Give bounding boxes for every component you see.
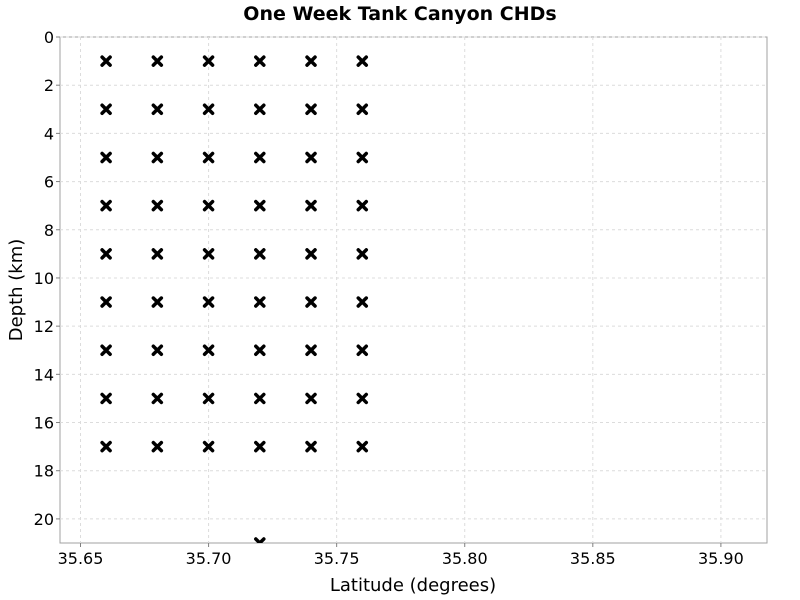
data-point <box>254 248 266 260</box>
data-point <box>151 151 164 164</box>
data-point <box>151 296 164 308</box>
y-axis-tick-labels: 0 2 4 6 8 10 12 14 16 18 20 <box>34 28 54 529</box>
y-tick-label: 20 <box>34 510 54 529</box>
y-tick-label: 18 <box>34 462 54 481</box>
data-point <box>305 296 317 308</box>
data-point <box>305 248 317 260</box>
data-point <box>202 103 215 116</box>
data-point <box>151 199 164 212</box>
y-tick-label: 16 <box>34 414 54 433</box>
axis-ticks <box>56 36 722 547</box>
data-point <box>151 440 164 453</box>
data-point <box>305 151 317 164</box>
data-point <box>100 199 112 212</box>
y-tick-label: 10 <box>34 269 54 288</box>
data-point <box>202 248 215 260</box>
data-point <box>254 296 266 308</box>
data-point <box>151 103 164 116</box>
data-point <box>100 151 112 164</box>
data-point <box>202 55 215 67</box>
data-point <box>254 392 266 405</box>
data-point <box>305 103 317 116</box>
y-axis-label: Depth (km) <box>6 239 27 342</box>
data-point <box>356 199 369 212</box>
data-point <box>151 344 164 356</box>
grid-lines <box>60 36 767 543</box>
y-tick-label: 2 <box>44 76 54 95</box>
data-point <box>254 537 266 543</box>
data-point <box>305 199 317 212</box>
data-point <box>254 344 266 356</box>
y-tick-label: 6 <box>44 173 54 192</box>
x-axis-label: Latitude (degrees) <box>330 575 496 596</box>
x-axis-tick-labels: 35.65 35.70 35.75 35.80 35.85 35.90 <box>58 549 744 568</box>
data-point <box>356 392 369 405</box>
data-point <box>356 248 369 260</box>
data-point <box>305 392 317 405</box>
data-point <box>254 199 266 212</box>
x-tick-label: 35.65 <box>58 549 104 568</box>
data-point <box>202 392 215 405</box>
data-point <box>254 151 266 164</box>
data-point <box>100 103 112 116</box>
data-point <box>356 296 369 308</box>
data-point <box>356 440 369 453</box>
data-point <box>151 55 164 67</box>
data-point <box>356 344 369 356</box>
chart-title: One Week Tank Canyon CHDs <box>243 3 556 25</box>
data-point <box>202 440 215 453</box>
data-point <box>100 440 112 453</box>
data-point <box>202 199 215 212</box>
data-point <box>305 440 317 453</box>
data-point <box>100 344 112 356</box>
x-tick-label: 35.80 <box>442 549 488 568</box>
data-point <box>100 296 112 308</box>
data-point <box>100 248 112 260</box>
y-tick-label: 12 <box>34 317 54 336</box>
x-tick-label: 35.70 <box>186 549 232 568</box>
y-tick-label: 8 <box>44 221 54 240</box>
data-points <box>100 55 369 543</box>
x-tick-label: 35.90 <box>698 549 744 568</box>
data-point <box>202 296 215 308</box>
data-point <box>254 55 266 67</box>
data-point <box>356 151 369 164</box>
data-point <box>151 392 164 405</box>
y-tick-label: 0 <box>44 28 54 47</box>
data-point <box>202 151 215 164</box>
plot-area <box>59 36 768 544</box>
data-point <box>100 392 112 405</box>
y-tick-label: 14 <box>34 365 54 384</box>
data-point <box>305 344 317 356</box>
x-tick-label: 35.75 <box>314 549 360 568</box>
data-point <box>254 440 266 453</box>
data-point <box>100 55 112 67</box>
y-tick-label: 4 <box>44 124 54 143</box>
data-point <box>356 103 369 116</box>
data-point <box>202 344 215 356</box>
x-tick-label: 35.85 <box>570 549 616 568</box>
data-point <box>151 248 164 260</box>
data-point <box>356 55 369 67</box>
data-point <box>254 103 266 116</box>
data-point <box>305 55 317 67</box>
